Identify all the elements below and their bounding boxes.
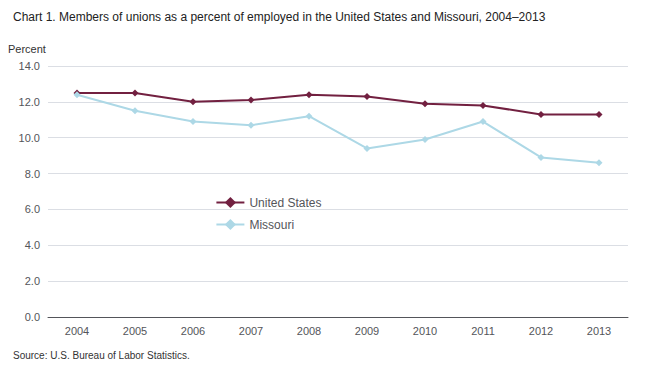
svg-text:6.0: 6.0: [25, 203, 40, 215]
svg-text:0.0: 0.0: [25, 311, 40, 323]
svg-text:2006: 2006: [181, 325, 205, 337]
svg-text:2012: 2012: [529, 325, 553, 337]
svg-text:2009: 2009: [355, 325, 379, 337]
svg-text:10.0: 10.0: [19, 132, 40, 144]
svg-text:2.0: 2.0: [25, 275, 40, 287]
svg-text:2007: 2007: [239, 325, 263, 337]
svg-text:2008: 2008: [297, 325, 321, 337]
svg-text:Chart 1. Members of unions as: Chart 1. Members of unions as a percent …: [13, 10, 546, 24]
svg-text:2011: 2011: [471, 325, 495, 337]
svg-text:12.0: 12.0: [19, 96, 40, 108]
svg-text:4.0: 4.0: [25, 239, 40, 251]
svg-text:United States: United States: [249, 196, 321, 210]
svg-text:Percent: Percent: [8, 43, 46, 55]
svg-text:2013: 2013: [587, 325, 611, 337]
svg-text:2010: 2010: [413, 325, 437, 337]
svg-text:2004: 2004: [65, 325, 89, 337]
svg-text:8.0: 8.0: [25, 168, 40, 180]
svg-text:14.0: 14.0: [19, 60, 40, 72]
svg-text:2005: 2005: [123, 325, 147, 337]
svg-text:Source: U.S. Bureau of Labor S: Source: U.S. Bureau of Labor Statistics.: [13, 350, 190, 361]
svg-text:Missouri: Missouri: [249, 218, 294, 232]
